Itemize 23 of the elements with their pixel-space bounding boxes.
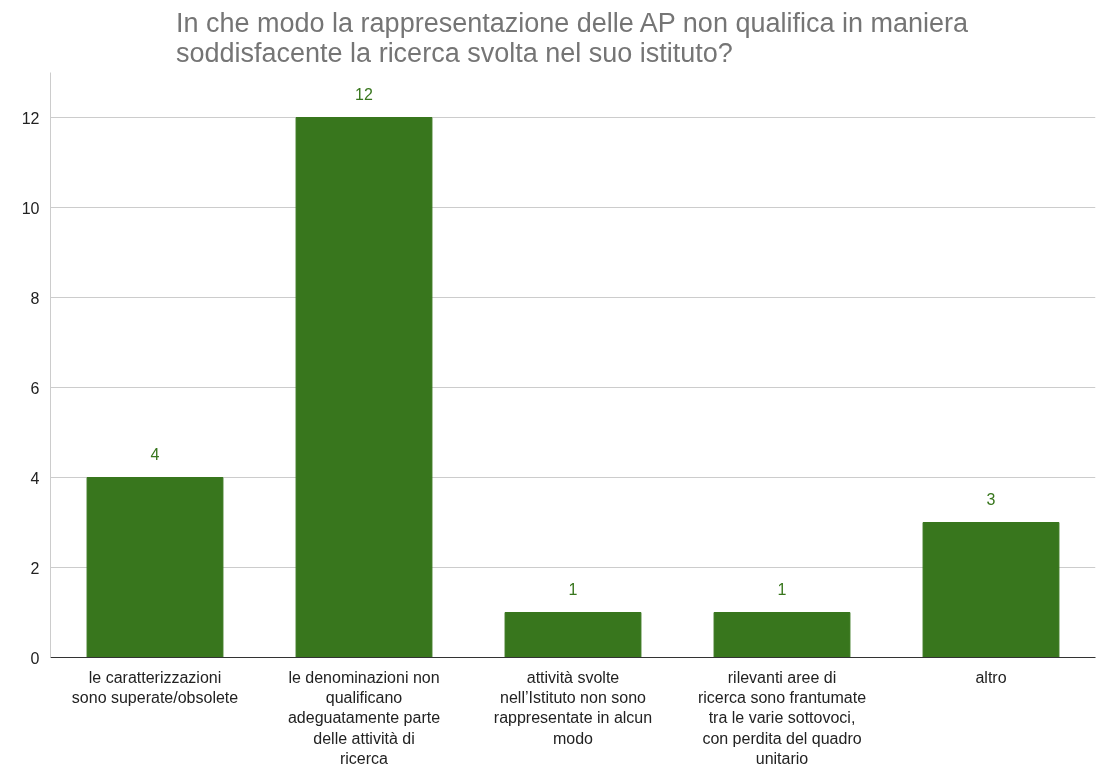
y-tick-label: 4 xyxy=(30,469,40,487)
y-tick-label: 10 xyxy=(21,199,40,217)
x-tick-label: le denominazioni non qualificano adeguatamente parte delle attività di ricerca xyxy=(287,668,441,768)
y-tick-label: 8 xyxy=(30,289,40,307)
chart-title: In che modo la rappresentazione delle AP non qualifica in maniera soddisfacente la ricerca svolta nel suo istituto? xyxy=(176,7,969,68)
y-tick-label: 2 xyxy=(30,559,40,577)
data-label: 3 xyxy=(986,490,996,508)
y-tick-label: 6 xyxy=(30,379,40,397)
y-tick-label: 12 xyxy=(21,109,40,127)
bar xyxy=(713,612,851,658)
data-label: 12 xyxy=(355,85,373,103)
bar xyxy=(922,522,1060,658)
bar xyxy=(295,117,433,658)
x-tick-label: le caratterizzazioni sono superate/obsolete xyxy=(71,668,239,706)
bar xyxy=(86,477,224,658)
x-tick-label: attività svolte nell’Istituto non sono rappresentate in alcun modo xyxy=(493,668,653,747)
data-label: 4 xyxy=(150,445,160,463)
bar xyxy=(504,612,642,658)
x-tick-label: rilevanti aree di ricerca sono frantumate tra le varie sottovoci, con perdita del quadro unitario xyxy=(697,668,867,768)
data-label: 1 xyxy=(568,580,578,598)
data-label: 1 xyxy=(777,580,787,598)
y-tick-label: 0 xyxy=(30,649,40,667)
x-tick-label: altro xyxy=(975,668,1007,686)
